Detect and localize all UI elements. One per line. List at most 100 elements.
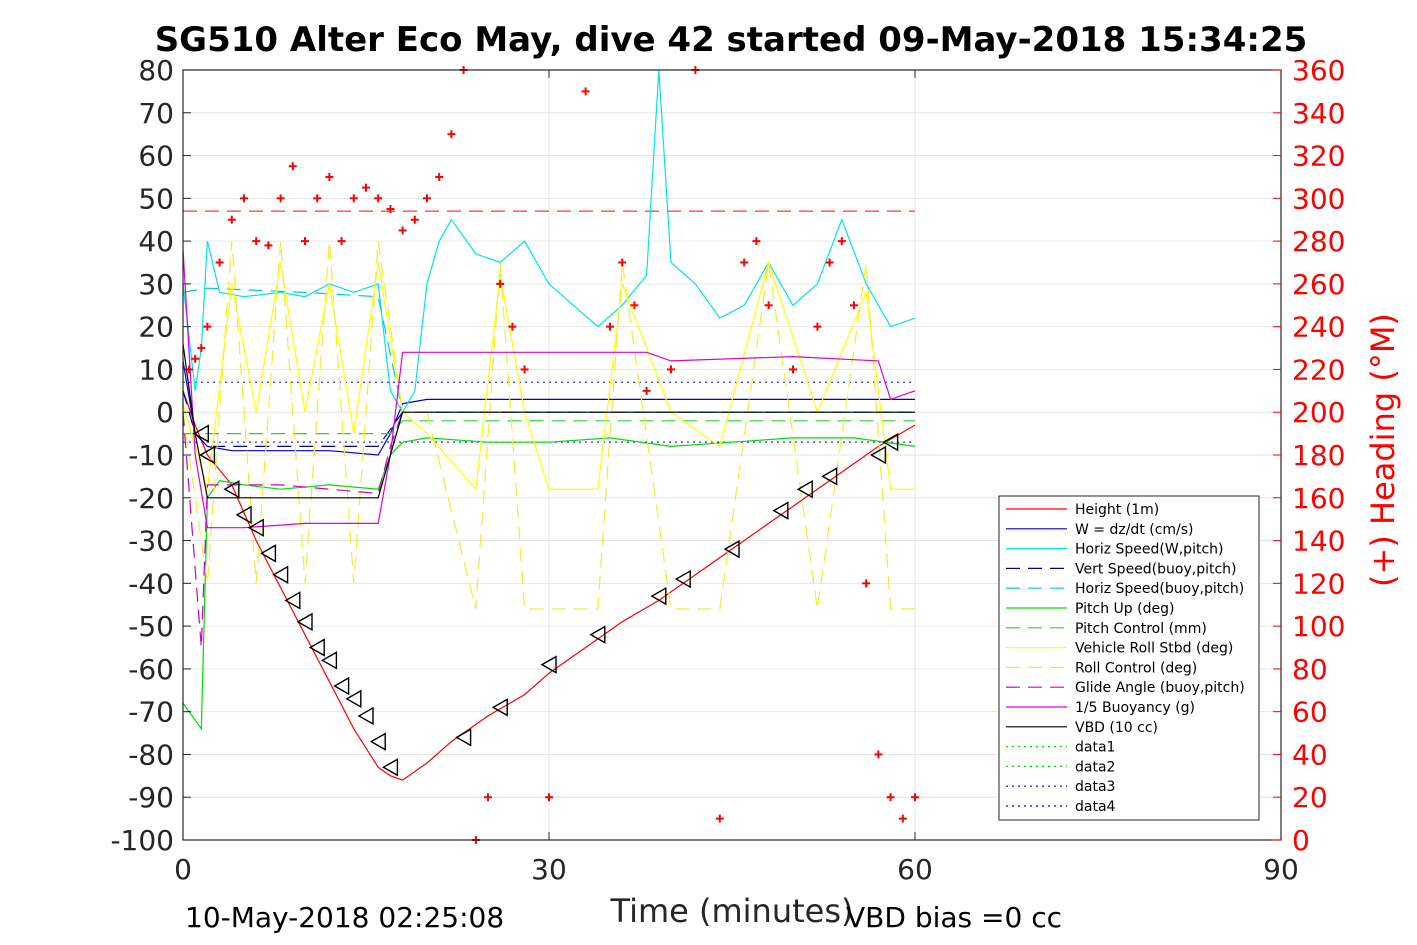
legend: Height (1m) W = dz/dt (cm/s) Horiz Speed(W… — [998, 495, 1260, 821]
y-tick-label: 20 — [138, 311, 174, 344]
legend-label-data3: data3 — [1075, 779, 1115, 795]
heading-point — [410, 215, 419, 224]
vbd-marker — [381, 758, 399, 777]
y-tick-label: -50 — [128, 610, 174, 643]
heading-point — [301, 237, 309, 246]
heading-point — [606, 322, 614, 331]
legend-label-pitch: Pitch Up (deg) — [1075, 601, 1174, 617]
vbd-marker — [796, 480, 813, 499]
x-tick-label: 60 — [897, 853, 933, 886]
vbd-marker — [308, 638, 325, 657]
heading-point — [398, 226, 407, 235]
heading-point — [789, 365, 797, 374]
heading-point — [374, 194, 383, 203]
y-tick-label: 50 — [138, 182, 174, 215]
heading-point — [240, 194, 248, 203]
heading-point — [825, 258, 834, 267]
heading-point — [386, 205, 395, 214]
heading-point — [337, 237, 346, 246]
y-tick-label: -20 — [128, 482, 174, 515]
legend-label-data4: data4 — [1075, 799, 1116, 815]
heading-point — [667, 365, 675, 374]
y2-tick-label: 280 — [1292, 225, 1345, 258]
heading-point — [362, 183, 370, 192]
legend-label-pitch_ctrl: Pitch Control (mm) — [1075, 621, 1207, 637]
vbd-marker — [772, 501, 789, 520]
x-tick-label: 0 — [174, 853, 192, 886]
y-tick-label: 0 — [156, 396, 174, 429]
y-tick-label: 30 — [138, 268, 174, 301]
heading-point — [850, 301, 858, 310]
y-tick-label: -90 — [128, 781, 174, 814]
y-tick-label: 10 — [138, 353, 174, 386]
heading-point — [898, 814, 907, 823]
x-axis-ticks: 0 30 60 90 — [174, 70, 1299, 886]
heading-point — [496, 279, 505, 288]
legend-label-glide: Glide Angle (buoy,pitch) — [1075, 680, 1245, 696]
heading-point — [435, 172, 444, 181]
heading-point — [484, 793, 492, 802]
vbd-marker — [674, 569, 691, 589]
plot-area — [182, 66, 919, 844]
y-tick-label: 80 — [138, 54, 174, 87]
vbd-marker — [650, 586, 667, 606]
heading-point — [715, 814, 724, 823]
y2-tick-label: 320 — [1292, 140, 1345, 173]
y2-tick-label: 100 — [1292, 610, 1345, 643]
footer-timestamp: 10-May-2018 02:25:08 — [185, 901, 504, 934]
vbd-marker — [589, 625, 606, 644]
heading-point — [423, 194, 431, 203]
heading-point — [203, 322, 212, 331]
heading-point — [191, 354, 200, 363]
y-tick-label: -40 — [128, 567, 174, 600]
y2-tick-label: 300 — [1292, 182, 1345, 215]
series-line-w — [182, 360, 915, 456]
vbd-marker — [540, 655, 557, 674]
y2-tick-label: 20 — [1292, 781, 1328, 814]
heading-point — [740, 258, 749, 267]
legend-label-data2: data2 — [1075, 759, 1115, 775]
heading-point — [276, 194, 285, 203]
legend-label-roll: Vehicle Roll Stbd (deg) — [1075, 641, 1233, 657]
y-tick-label: -100 — [110, 824, 174, 857]
heading-point — [215, 258, 224, 267]
heading-point — [325, 172, 334, 181]
vbd-marker — [357, 706, 374, 726]
y-tick-label: -60 — [128, 653, 174, 686]
y-tick-label: -10 — [128, 439, 174, 472]
heading-point — [813, 322, 822, 331]
vbd-marker — [723, 539, 740, 559]
series-line-pitch_ctrl — [183, 420, 915, 435]
y2-tick-label: 80 — [1292, 653, 1328, 686]
vbd-marker — [284, 591, 301, 610]
vbd-marker — [882, 432, 899, 452]
legend-label-buoy: 1/5 Buoyancy (g) — [1075, 700, 1195, 716]
y-tick-label: -30 — [128, 525, 174, 558]
y2-axis-label: (+) Heading (°M) — [1364, 313, 1402, 587]
y2-tick-label: 60 — [1292, 696, 1328, 729]
heading-point — [642, 386, 651, 395]
vbd-marker — [192, 424, 210, 443]
series-line-roll_ctrl — [182, 241, 915, 610]
heading-point — [764, 301, 773, 310]
vbd-marker — [491, 698, 508, 717]
footer-vbd-bias: VBD bias =0 cc — [846, 901, 1062, 934]
y-tick-label: 40 — [138, 225, 174, 258]
heading-point — [508, 322, 517, 331]
y2-tick-label: 40 — [1292, 738, 1328, 771]
series-line-glide — [182, 411, 404, 648]
vbd-marker — [235, 505, 252, 525]
heading-point — [264, 241, 273, 250]
legend-label-height: Height (1m) — [1075, 502, 1159, 518]
y2-tick-label: 200 — [1292, 396, 1345, 429]
y2-tick-label: 240 — [1292, 311, 1345, 344]
vbd-marker — [369, 732, 386, 751]
series-line-pitch — [182, 437, 916, 731]
vbd-marker — [259, 544, 277, 563]
heading-point — [581, 87, 590, 96]
y2-tick-label: 260 — [1292, 268, 1345, 301]
vbd-marker — [198, 445, 216, 465]
chart-title: SG510 Alter Eco May, dive 42 started 09-… — [155, 20, 1308, 60]
vbd-marker — [821, 467, 838, 486]
